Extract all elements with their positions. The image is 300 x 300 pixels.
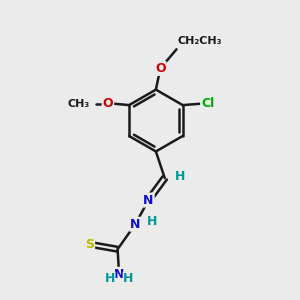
Text: CH₃: CH₃ bbox=[68, 99, 90, 109]
Text: Cl: Cl bbox=[201, 97, 214, 110]
Text: N: N bbox=[114, 268, 124, 281]
Text: N: N bbox=[143, 194, 154, 207]
Text: O: O bbox=[155, 62, 166, 75]
Text: O: O bbox=[103, 97, 113, 110]
Text: H: H bbox=[175, 170, 185, 183]
Text: CH₂CH₃: CH₂CH₃ bbox=[178, 36, 223, 46]
Text: N: N bbox=[130, 218, 140, 231]
Text: H: H bbox=[104, 272, 115, 285]
Text: H: H bbox=[146, 215, 157, 228]
Text: H: H bbox=[123, 272, 134, 285]
Text: S: S bbox=[85, 238, 94, 251]
